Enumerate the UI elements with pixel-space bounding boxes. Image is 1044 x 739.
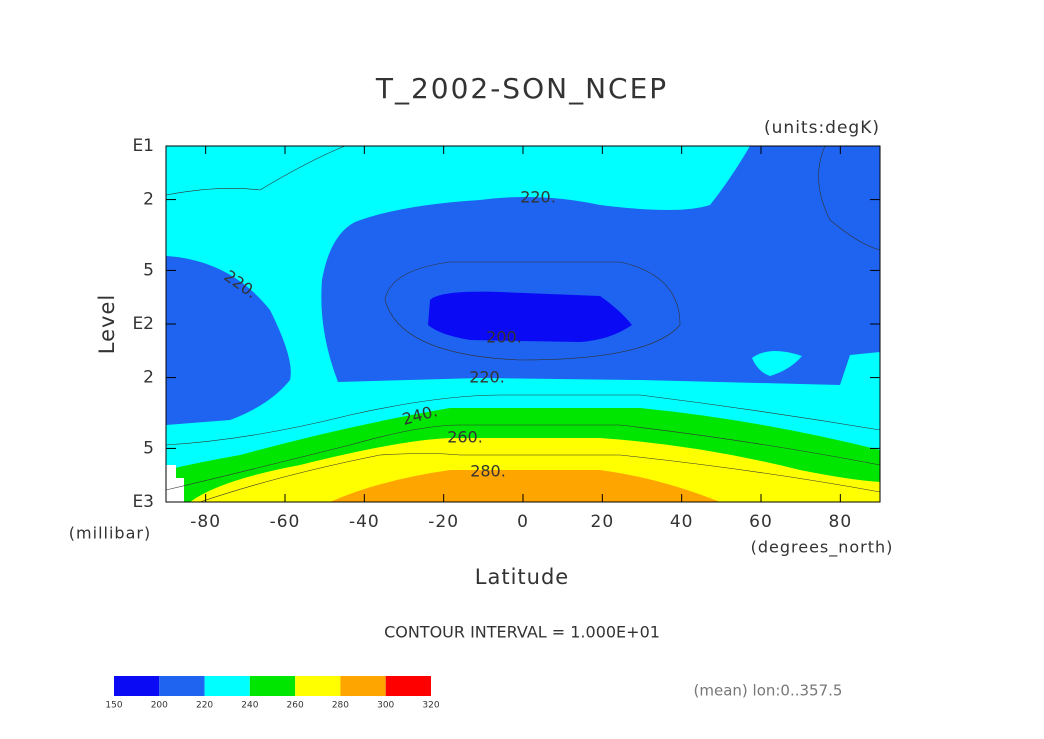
contour-line [165, 424, 881, 491]
x-tick-label: 0 [517, 512, 529, 532]
contour-line [384, 261, 681, 361]
x-tick-label: -40 [349, 512, 380, 532]
contour-fill [428, 291, 632, 342]
colorbar-swatch [340, 676, 386, 696]
x-units: (degrees_north) [751, 538, 894, 558]
contour-label: 220. [520, 188, 556, 207]
footnote: (mean) lon:0..357.5 [694, 682, 843, 700]
contour-label: 220. [469, 368, 505, 387]
y-tick-label: 2 [143, 190, 154, 210]
x-tick-label: 20 [591, 512, 615, 532]
missing-data [166, 465, 184, 502]
plot-area: 220.220.200.220.240.260.280. [165, 145, 881, 503]
contour-line [199, 453, 881, 503]
y-tick-label: 2 [143, 368, 154, 388]
colorbar-swatch [295, 676, 341, 696]
contour-line [165, 394, 881, 446]
colorbar-label: 240 [241, 701, 258, 711]
colorbar-swatch [204, 676, 250, 696]
y-units: (millibar) [69, 524, 151, 543]
colorbar-label: 220 [196, 701, 213, 711]
y-tick-label: E2 [132, 314, 154, 334]
colorbar-label: 280 [332, 701, 349, 711]
colorbar: 150 200 220 240 260 280 300 320 [105, 676, 440, 711]
y-tick-label: E1 [132, 136, 154, 156]
colorbar-label: 320 [422, 701, 439, 711]
colorbar-label: 300 [377, 701, 394, 711]
chart-title: T_2002-SON_NCEP [375, 72, 668, 105]
y-tick-label: E3 [132, 492, 154, 512]
x-tick-label: 60 [749, 512, 773, 532]
units-label: (units:degK) [764, 118, 880, 138]
y-tick-label: 5 [143, 438, 154, 458]
x-tick-label: -80 [190, 512, 221, 532]
x-tick-label: -60 [270, 512, 301, 532]
colorbar-swatch [114, 676, 160, 696]
colorbar-label: 260 [287, 701, 304, 711]
contour-line [818, 145, 881, 251]
contour-interval: CONTOUR INTERVAL = 1.000E+01 [384, 623, 660, 642]
colorbar-label: 150 [105, 701, 122, 711]
x-tick-label: -20 [428, 512, 459, 532]
contour-label: 260. [447, 428, 483, 447]
colorbar-label: 200 [151, 701, 168, 711]
x-axis-label: Latitude [475, 565, 569, 589]
y-tick-label: 5 [143, 260, 154, 280]
contour-fill [330, 470, 720, 502]
contour-label: 280. [470, 462, 506, 481]
x-tick-label: 40 [670, 512, 694, 532]
contour-label: 200. [486, 328, 522, 347]
contour-line [165, 145, 346, 196]
y-axis-label: Level [95, 294, 119, 354]
contour-fill [166, 256, 291, 425]
colorbar-swatch [385, 676, 431, 696]
colorbar-swatch [249, 676, 296, 696]
colorbar-swatch [159, 676, 205, 696]
contour-fill [752, 350, 802, 376]
x-tick-label: 80 [829, 512, 853, 532]
